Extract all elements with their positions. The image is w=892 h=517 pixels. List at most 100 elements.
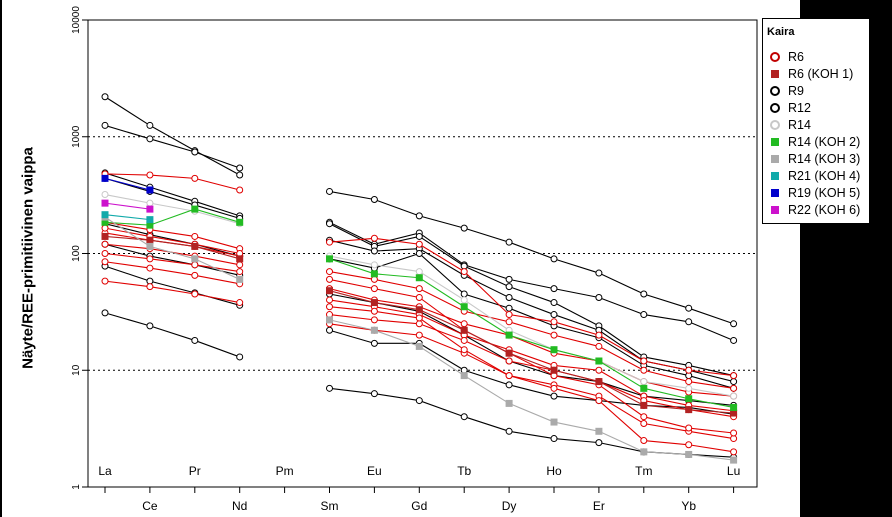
data-point [595, 269, 603, 277]
data-point [101, 258, 109, 266]
data-point [191, 290, 199, 298]
circle-marker-icon [770, 103, 780, 113]
series-r14-koh-2- [101, 205, 738, 411]
legend-entry: R14 (KOH 2) [770, 134, 860, 150]
series-line [329, 290, 734, 414]
data-point [505, 331, 513, 339]
series-line [104, 221, 240, 250]
data-point [550, 311, 558, 319]
data-point [191, 174, 199, 182]
x-label-inner: Lu [727, 464, 740, 478]
legend-label: R14 [788, 118, 811, 132]
data-point [146, 135, 154, 143]
series-line [104, 214, 150, 221]
data-point [146, 171, 154, 179]
series-r22-koh-6- [101, 199, 154, 213]
data-point [370, 390, 378, 398]
data-point [685, 366, 693, 374]
x-label-inner: Tb [457, 464, 471, 478]
data-point [460, 346, 468, 354]
legend-label: R9 [788, 84, 804, 98]
series-line [329, 293, 734, 406]
series-line [104, 96, 240, 176]
data-point [640, 419, 648, 427]
data-point [640, 366, 648, 374]
legend-entry: R19 (KOH 5) [770, 185, 860, 201]
data-point [595, 366, 603, 374]
data-point [326, 187, 333, 195]
series-lines [101, 93, 738, 464]
data-point [101, 93, 109, 101]
data-point [101, 218, 109, 226]
data-point [236, 218, 244, 226]
data-point [326, 287, 333, 295]
data-point [550, 346, 558, 354]
data-point [595, 397, 603, 405]
data-point [730, 378, 738, 386]
data-point [146, 322, 154, 330]
data-point [460, 290, 468, 298]
series-line [104, 193, 240, 225]
series-line [104, 265, 240, 306]
data-point [146, 221, 154, 229]
series-line [104, 177, 151, 191]
data-point [685, 424, 693, 432]
x-label-inner: Eu [367, 464, 382, 478]
data-point [370, 285, 378, 293]
data-point [191, 242, 199, 250]
data-point [415, 331, 423, 339]
data-point [595, 342, 603, 350]
x-label-inner: La [98, 464, 112, 478]
data-point [326, 255, 333, 263]
data-point [550, 384, 558, 392]
legend-box [762, 18, 870, 224]
data-point [370, 326, 378, 334]
data-point [730, 448, 738, 456]
series-line [329, 271, 734, 389]
data-point [640, 357, 648, 365]
data-point [730, 320, 738, 328]
data-point [595, 378, 603, 386]
data-point [326, 220, 333, 228]
data-point [595, 427, 603, 435]
data-point [730, 384, 738, 392]
data-point [326, 384, 333, 392]
data-point [640, 384, 648, 392]
data-point [415, 240, 423, 248]
data-point [415, 250, 423, 257]
data-point [236, 255, 244, 263]
data-point [505, 372, 513, 380]
x-label-outer: Ce [142, 499, 158, 513]
data-point [370, 307, 378, 315]
legend-entry: R22 (KOH 6) [770, 202, 860, 218]
data-point [685, 304, 693, 312]
legend-title: Kaira [767, 26, 795, 38]
data-point [146, 264, 154, 272]
data-point [640, 290, 648, 298]
series-line [104, 243, 240, 276]
data-point [326, 238, 333, 246]
data-point [640, 311, 648, 319]
x-label-outer: Yb [681, 499, 696, 513]
series-line [329, 319, 734, 461]
data-point [730, 372, 738, 380]
data-point [146, 236, 154, 244]
legend-label: R19 (KOH 5) [788, 186, 861, 200]
data-point [685, 378, 693, 386]
data-point [415, 212, 423, 220]
data-point [191, 148, 199, 156]
data-point [415, 320, 423, 328]
data-point [550, 366, 558, 374]
series-line [104, 202, 150, 210]
data-point [236, 299, 244, 307]
series-line [329, 255, 734, 397]
data-point [505, 275, 513, 283]
data-point [370, 270, 378, 278]
data-point [415, 306, 423, 314]
x-label-outer: Gd [411, 499, 427, 513]
data-point [236, 353, 244, 361]
series-line [329, 299, 734, 412]
data-point [370, 196, 378, 204]
data-point [191, 261, 199, 269]
